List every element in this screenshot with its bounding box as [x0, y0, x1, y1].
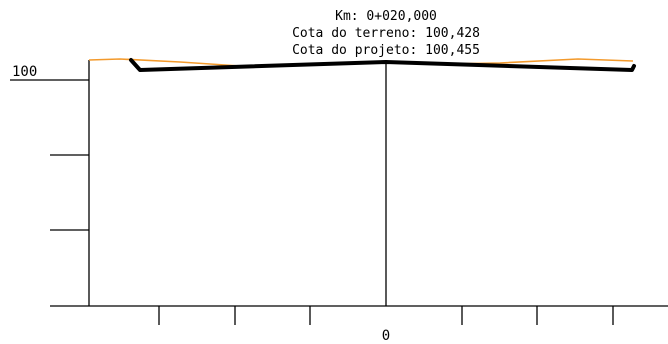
- x-axis-zero-label: 0: [382, 328, 390, 344]
- project-elevation-label: Cota do projeto: 100,455: [292, 43, 480, 58]
- station-km-label: Km: 0+020,000: [335, 9, 437, 24]
- y-axis-label: 100: [12, 64, 37, 80]
- project-profile-line: [129, 58, 636, 72]
- terrain-elevation-label: Cota do terreno: 100,428: [292, 26, 480, 41]
